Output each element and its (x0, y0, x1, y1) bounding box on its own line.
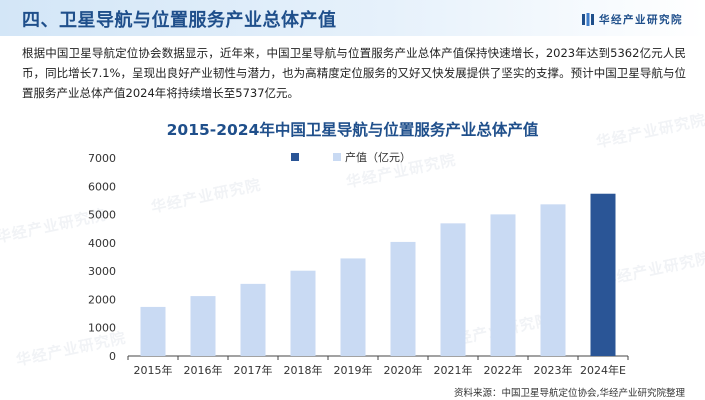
y-tick-label: 2000 (88, 293, 116, 306)
brand-name: 华经产业研究院 (599, 13, 683, 26)
bar (190, 296, 216, 356)
bar (290, 270, 316, 356)
x-tick-label: 2022年 (484, 363, 523, 377)
x-tick-label: 2018年 (284, 363, 323, 377)
x-tick-label: 2017年 (234, 363, 273, 377)
y-tick-label: 7000 (88, 152, 116, 165)
legend-swatch-actual (333, 153, 341, 161)
x-tick-label: 2021年 (434, 363, 473, 377)
x-tick-label: 2024年E (580, 363, 626, 377)
bar (140, 306, 166, 356)
chart-title: 2015-2024年中国卫星导航与位置服务产业总体产值 (166, 121, 539, 139)
page-title: 四、卫星导航与位置服务产业总体产值 (22, 10, 337, 31)
y-tick-label: 4000 (88, 237, 116, 250)
bar-forecast (590, 193, 616, 356)
bar (440, 223, 466, 356)
y-tick-label: 1000 (88, 322, 116, 335)
y-tick-label: 0 (109, 350, 116, 363)
x-tick-label: 2016年 (184, 363, 223, 377)
x-tick-label: 2015年 (134, 363, 173, 377)
brand: 华经产业研究院 (582, 11, 683, 27)
bar (540, 204, 566, 356)
legend-label: 产值（亿元） (345, 150, 411, 164)
y-tick-label: 5000 (88, 209, 116, 222)
y-tick-label: 6000 (88, 180, 116, 193)
brand-logo-icon (582, 12, 594, 26)
bar (390, 241, 416, 356)
x-tick-label: 2020年 (384, 363, 423, 377)
source-note: 资料来源：中国卫星导航定位协会,华经产业研究院整理 (453, 388, 685, 399)
bar (240, 283, 266, 356)
intro-paragraph: 根据中国卫星导航定位协会数据显示，近年来，中国卫星导航与位置服务产业总体产值保持… (22, 46, 686, 100)
x-tick-label: 2019年 (334, 363, 373, 377)
legend-swatch-forecast (291, 153, 299, 161)
x-tick-label: 2023年 (534, 363, 573, 377)
bar (490, 214, 516, 356)
bar (340, 258, 366, 356)
y-tick-label: 3000 (88, 265, 116, 278)
